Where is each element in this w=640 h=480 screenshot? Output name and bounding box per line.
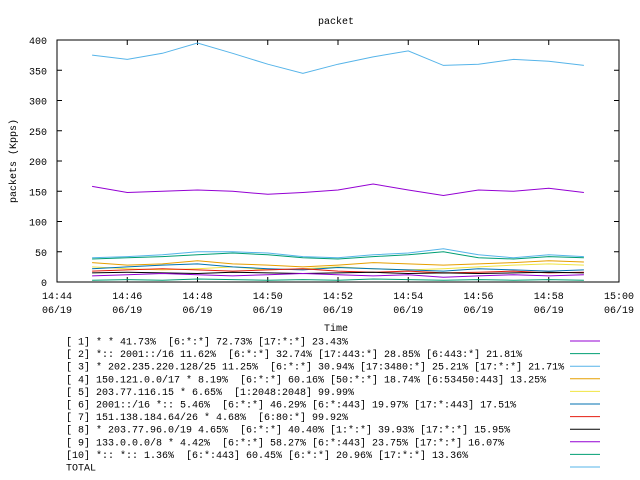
x-tick-label: 14:58 <box>534 292 564 303</box>
y-tick-label: 300 <box>29 98 47 109</box>
y-tick-label: 150 <box>29 188 47 199</box>
legend-label: [ 5] 203.77.116.15 * 6.65% [1:2048:2048]… <box>66 387 354 399</box>
x-tick-label: 14:52 <box>323 292 353 303</box>
x-tick-label: 06/19 <box>112 305 142 317</box>
legend-label: [10] *:: *:: 1.36% [6:*:443] 60.45% [6:*… <box>66 450 468 462</box>
x-tick-label: 06/19 <box>534 305 564 317</box>
x-tick-label: 14:44 <box>42 292 72 303</box>
y-tick-label: 0 <box>41 279 47 290</box>
legend-label: [ 2] *:: 2001::/16 11.62% [6:*:*] 32.74%… <box>66 349 522 361</box>
series-line <box>92 251 584 260</box>
series-line <box>92 183 584 197</box>
x-tick-label: 06/19 <box>323 305 353 317</box>
x-tick-label: 06/19 <box>463 305 493 317</box>
y-tick-label: 400 <box>29 37 47 48</box>
legend-label: TOTAL <box>66 464 96 475</box>
legend-label: [ 6] 2001::/16 *:: 5.46% [6:*:*] 46.29% … <box>66 400 516 412</box>
series-line <box>92 263 584 272</box>
x-tick-label: 14:50 <box>253 292 283 303</box>
series-line <box>92 272 584 278</box>
legend-label: [ 8] * 203.77.96.0/19 4.65% [6:*:*] 40.4… <box>66 425 510 437</box>
legend-label: [ 9] 133.0.0.0/8 * 4.42% [6:*:*] 58.27% … <box>66 437 504 449</box>
x-tick-label: 15:00 <box>604 292 634 303</box>
x-tick-label: 06/19 <box>604 305 634 317</box>
series-line <box>92 271 584 275</box>
legend-label: [ 3] * 202.235.220.128/25 11.25% [6:*:*]… <box>66 362 564 374</box>
x-tick-label: 06/19 <box>42 305 72 317</box>
x-tick-label: 14:46 <box>112 292 142 303</box>
chart-title: packet <box>318 16 354 28</box>
series-line <box>92 268 584 274</box>
legend-label: [ 1] * * 41.73% [6:*:*] 72.73% [17:*:*] … <box>66 337 348 349</box>
x-tick-label: 14:48 <box>182 292 212 303</box>
x-tick-label: 06/19 <box>253 305 283 317</box>
series-line <box>92 248 584 259</box>
y-tick-label: 50 <box>35 249 47 260</box>
y-tick-label: 350 <box>29 67 47 78</box>
y-tick-label: 200 <box>29 158 47 169</box>
x-tick-label: 14:56 <box>463 292 493 303</box>
x-tick-label: 14:54 <box>393 292 423 303</box>
legend-label: [ 4] 150.121.0.0/17 * 8.19% [6:*:*] 60.1… <box>66 374 546 386</box>
y-axis-label: packets (Kpps) <box>8 119 20 203</box>
legend-label: [ 7] 151.138.184.64/26 * 4.68% [6:80:*] … <box>66 412 348 424</box>
x-axis-label: Time <box>324 323 348 335</box>
series-line <box>92 260 584 268</box>
series-line <box>92 42 584 74</box>
y-tick-label: 100 <box>29 219 47 230</box>
series-line <box>92 278 584 281</box>
y-tick-label: 250 <box>29 128 47 139</box>
x-tick-label: 06/19 <box>182 305 212 317</box>
x-tick-label: 06/19 <box>393 305 423 317</box>
